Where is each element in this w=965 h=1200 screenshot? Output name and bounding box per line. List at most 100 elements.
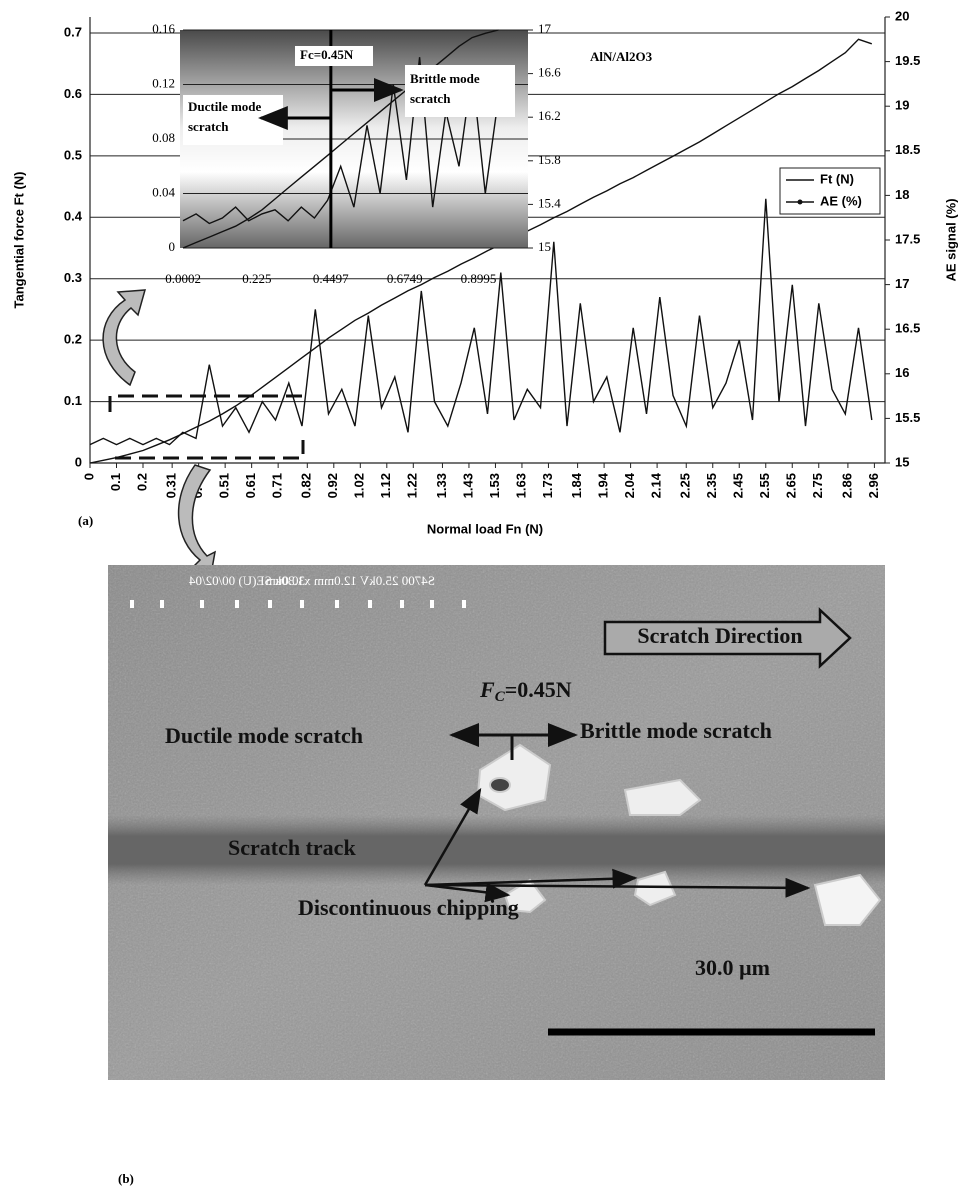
brittle-label: Brittle mode scratch — [580, 718, 772, 743]
x-tick-label: 1.02 — [352, 473, 367, 498]
y-tick-label: 0.04 — [152, 184, 175, 199]
x-tick-label: 0.51 — [217, 473, 232, 498]
y-tick-label: 0.12 — [152, 75, 175, 90]
x-tick-label: 0.4497 — [313, 271, 349, 286]
legend-label: AE (%) — [820, 193, 862, 208]
x-tick-label: 0.0002 — [165, 271, 201, 286]
x-tick-label: 2.55 — [757, 473, 772, 498]
y-tick-label: 0.2 — [64, 332, 82, 347]
x-tick-label: 2.75 — [810, 473, 825, 498]
y-tick-label: 0 — [75, 454, 82, 469]
critical-load-symbol: F — [479, 677, 495, 702]
direction-arrow — [603, 607, 852, 669]
chipping-arrows — [423, 787, 811, 903]
legend-box — [779, 167, 881, 215]
x-tick-label: 0.6749 — [387, 271, 423, 286]
x-tick-label: 0.225 — [242, 271, 271, 286]
y-axis-title: Tangential force Ft (N) — [11, 172, 26, 309]
x-tick-label: 0.82 — [299, 473, 314, 498]
y-tick-label: 0.16 — [152, 21, 175, 36]
x-tick-label: 1.53 — [487, 473, 502, 498]
x-tick-label: 0.61 — [243, 473, 258, 498]
x-tick-label: 0.8995 — [461, 271, 497, 286]
y2-tick-label: 15.8 — [538, 152, 561, 167]
annotation-box — [405, 65, 515, 117]
x-tick-label: 1.73 — [540, 473, 555, 498]
x-tick-label: 0.31 — [164, 473, 179, 498]
x-tick-label: 1.43 — [460, 473, 475, 498]
y2-tick-label: 16 — [895, 365, 909, 380]
y2-tick-label: 16.6 — [538, 65, 561, 80]
y-tick-label: 0 — [169, 239, 176, 254]
axes — [89, 17, 886, 464]
chipping-label: Discontinuous chipping — [298, 895, 519, 920]
chips — [476, 743, 882, 926]
y2-tick-label: 16.2 — [538, 108, 561, 123]
x-tick-label: 2.45 — [731, 473, 746, 498]
x-tick-label: 0.1 — [108, 473, 123, 491]
curved-arrow — [102, 289, 147, 387]
annotation: AlN/Al2O3 — [590, 49, 653, 64]
annotation: scratch — [188, 119, 229, 134]
curved-arrow — [177, 464, 217, 582]
track-label: Scratch track — [228, 835, 356, 860]
x-tick-label: 2.14 — [649, 472, 664, 498]
y2-tick-label: 20 — [895, 8, 909, 23]
y2-tick-label: 17.5 — [895, 231, 920, 246]
x-tick-label: 0 — [81, 473, 96, 480]
x-tick-label: 1.94 — [596, 472, 611, 498]
dashed-box — [108, 394, 310, 412]
x-tick-label: 1.84 — [569, 472, 584, 498]
x-tick-label: 0.2 — [134, 473, 149, 491]
critical-load-text: =0.45N — [505, 677, 572, 702]
x-tick-label: 0.71 — [270, 473, 285, 498]
panel-label: (b) — [118, 1171, 134, 1186]
sem-info-bar: S4700 25.0kV 12.0mm x1.30k SE(U) 00/02/0… — [188, 573, 435, 588]
legend-label: Ft (N) — [820, 171, 854, 186]
y2-tick-label: 15.5 — [895, 410, 920, 425]
sem-image: S4700 25.0kV 12.0mm x1.30k SE(U) 00/02/0… — [108, 565, 885, 1080]
critical-load: FC=0.45N — [479, 677, 572, 705]
y2-tick-label: 15 — [538, 239, 551, 254]
y2-tick-label: 17 — [895, 276, 909, 291]
x-axis-title: Normal load Fn (N) — [427, 521, 543, 536]
critical-load-subscript: C — [495, 689, 506, 705]
annotation: scratch — [410, 91, 451, 106]
x-tick-label: 2.35 — [704, 473, 719, 498]
y-tick-label: 0.3 — [64, 270, 82, 285]
decorations — [102, 289, 310, 582]
x-tick-label: 1.33 — [434, 473, 449, 498]
dashed-box — [115, 440, 305, 460]
y2-tick-label: 18 — [895, 187, 909, 202]
annotation: Fc=0.45N — [300, 47, 354, 62]
y-tick-label: 0.6 — [64, 86, 82, 101]
annotation: Brittle mode — [410, 71, 480, 86]
y2-axis-title: AE signal (%) — [943, 198, 958, 281]
y2-tick-label: 16.5 — [895, 321, 920, 336]
y2-tick-label: 17 — [538, 21, 552, 36]
annotation-box — [295, 46, 373, 66]
x-tick-label: 2.96 — [866, 473, 881, 498]
annotation: Ductile mode — [188, 99, 262, 114]
y2-tick-label: 19.5 — [895, 53, 920, 68]
y-tick-label: 0.4 — [64, 209, 83, 224]
y2-tick-label: 15 — [895, 454, 909, 469]
x-tick-label: 2.04 — [622, 472, 637, 498]
x-tick-label: 1.63 — [513, 473, 528, 498]
x-tick-label: 1.22 — [405, 473, 420, 498]
scratch-track — [108, 815, 885, 885]
x-tick-label: 0.92 — [325, 473, 340, 498]
inset-chart: 0 0.04 0.08 0.12 0.16 15 15.4 15.8 16.2 16.6 17 0.0… — [152, 21, 561, 286]
scale-bar-label: 30.0 µm — [695, 955, 770, 980]
y2-tick-label: 15.4 — [538, 195, 561, 210]
series-line — [182, 29, 499, 249]
x-tick-label: 2.65 — [784, 473, 799, 498]
y2-tick-label: 19 — [895, 98, 909, 113]
y-tick-label: 0.5 — [64, 147, 82, 162]
x-tick-label: 1.12 — [378, 473, 393, 498]
y-tick-label: 0.7 — [64, 24, 82, 39]
direction-label: Scratch Direction — [637, 623, 802, 648]
y-tick-label: 0.08 — [152, 130, 175, 145]
y2-tick-label: 18.5 — [895, 142, 920, 157]
